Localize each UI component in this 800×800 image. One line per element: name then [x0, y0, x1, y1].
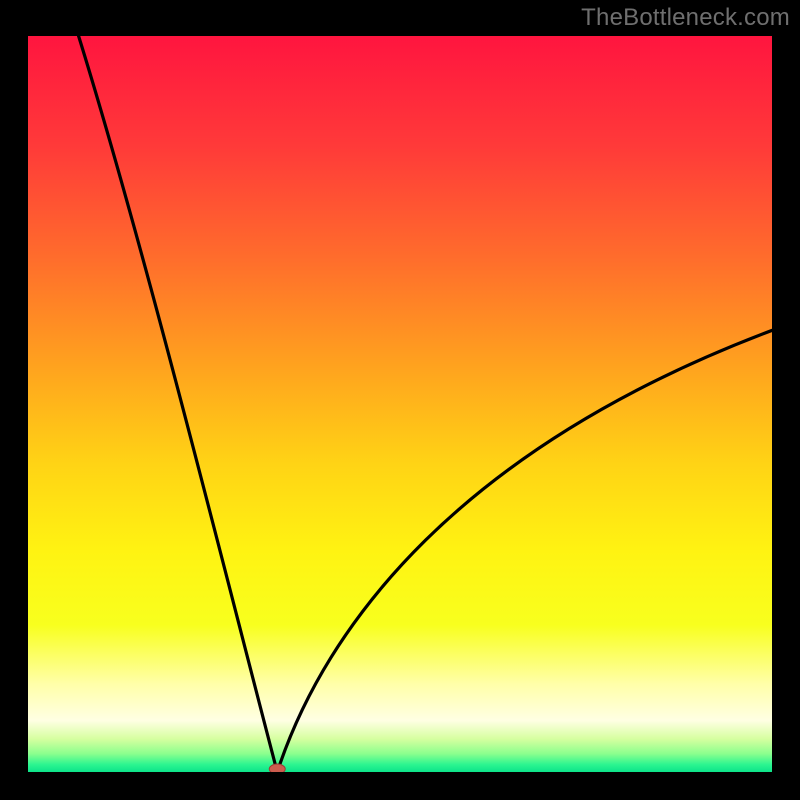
watermark-label: TheBottleneck.com [581, 4, 790, 32]
gradient-background [28, 36, 772, 772]
chart-frame: TheBottleneck.com [0, 0, 800, 800]
bottleneck-curve-chart [0, 0, 800, 800]
